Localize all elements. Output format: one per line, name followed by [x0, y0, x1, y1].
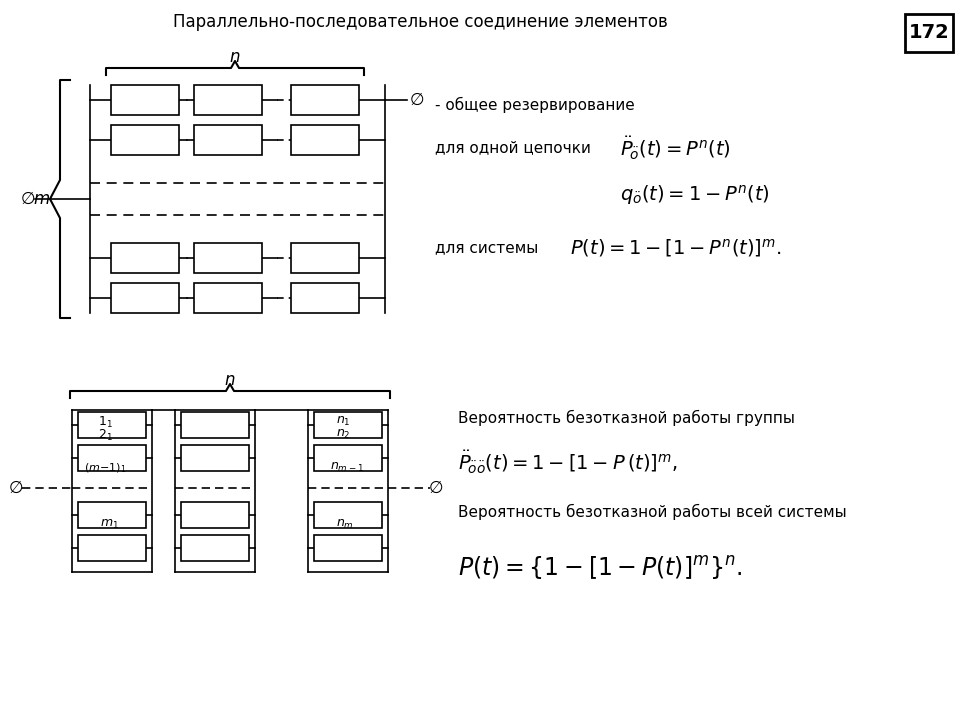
Text: для одной цепочки: для одной цепочки	[435, 140, 590, 156]
Text: Вероятность безотказной работы группы: Вероятность безотказной работы группы	[458, 410, 795, 426]
Text: $n_2$: $n_2$	[336, 428, 350, 441]
Bar	[111, 283, 179, 313]
Text: n: n	[229, 48, 240, 66]
Text: Параллельно-последовательное соединение элементов: Параллельно-последовательное соединение …	[173, 13, 667, 31]
Bar	[181, 445, 249, 471]
Bar	[314, 412, 382, 438]
Text: n: n	[225, 371, 235, 389]
Bar	[111, 243, 179, 273]
Text: 172: 172	[908, 24, 949, 42]
Bar	[291, 243, 359, 273]
Text: Вероятность безотказной работы всей системы: Вероятность безотказной работы всей сист…	[458, 504, 847, 520]
Bar	[78, 502, 146, 528]
Text: $\ddot{P}_{\!\ddot{o}\ddot{o}}(t) = 1 - [1 - P\,(t)]^m,$: $\ddot{P}_{\!\ddot{o}\ddot{o}}(t) = 1 - …	[458, 449, 678, 476]
Text: $P(t) = 1 - [1 - P^n(t)]^m.$: $P(t) = 1 - [1 - P^n(t)]^m.$	[570, 237, 781, 259]
Text: $P(t) = \{1 - [1 - P(t)]^m\}^n.$: $P(t) = \{1 - [1 - P(t)]^m\}^n.$	[458, 554, 743, 582]
Bar	[314, 445, 382, 471]
Text: $q_{\ddot{o}}(t) = 1 - P^n(t)$: $q_{\ddot{o}}(t) = 1 - P^n(t)$	[620, 183, 770, 207]
Text: $n_{m-1}$: $n_{m-1}$	[330, 461, 364, 474]
Text: $n_1$: $n_1$	[336, 415, 350, 428]
Text: $m_1$: $m_1$	[100, 518, 119, 531]
Text: $\ddot{P}_{\!\ddot{o}}(t) = P^n(t)$: $\ddot{P}_{\!\ddot{o}}(t) = P^n(t)$	[620, 135, 731, 161]
Bar	[314, 535, 382, 561]
Bar	[194, 85, 262, 115]
Bar	[181, 412, 249, 438]
Bar	[111, 85, 179, 115]
Text: $2_1$: $2_1$	[98, 428, 113, 443]
Bar	[194, 283, 262, 313]
Bar	[78, 412, 146, 438]
Bar	[291, 125, 359, 155]
Bar	[291, 283, 359, 313]
Bar	[181, 535, 249, 561]
Text: $\emptyset$: $\emptyset$	[20, 190, 36, 208]
Bar	[194, 125, 262, 155]
Bar	[111, 125, 179, 155]
Text: $(m{-}1)_1$: $(m{-}1)_1$	[84, 461, 127, 474]
Text: m: m	[34, 190, 50, 208]
Bar	[181, 502, 249, 528]
Bar	[314, 502, 382, 528]
Text: для системы: для системы	[435, 240, 539, 256]
Bar	[78, 535, 146, 561]
Bar	[291, 85, 359, 115]
Text: $\emptyset$: $\emptyset$	[9, 479, 24, 497]
Text: - общее резервирование: - общее резервирование	[435, 97, 635, 113]
Text: $n_m$: $n_m$	[336, 518, 354, 531]
Text: $\emptyset$: $\emptyset$	[428, 479, 444, 497]
Bar	[78, 445, 146, 471]
Bar	[194, 243, 262, 273]
Text: $1_1$: $1_1$	[98, 415, 113, 430]
Text: $\emptyset$: $\emptyset$	[409, 91, 424, 109]
Bar	[905, 14, 953, 52]
